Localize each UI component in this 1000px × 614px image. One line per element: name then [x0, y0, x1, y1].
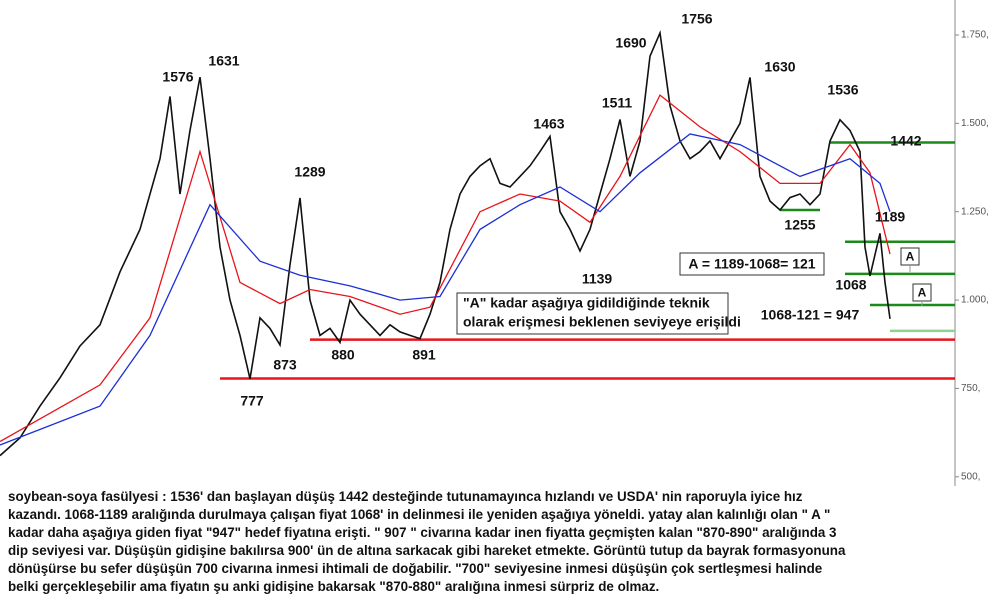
- annotation: 1756: [681, 11, 712, 27]
- caption-line: dip seviyesi var. Düşüşün gidişine bakıl…: [8, 543, 846, 558]
- box-label: A = 1189-1068= 121: [688, 256, 815, 272]
- y-tick-label: 1.500,: [961, 118, 989, 129]
- annotation: 1463: [533, 116, 564, 132]
- annotation: 1068-121 = 947: [761, 307, 860, 323]
- annotation: 1139: [582, 271, 613, 287]
- note-line: "A" kadar aşağıya gidildiğinde teknik: [463, 295, 710, 311]
- y-tick-label: 1.000,: [961, 295, 989, 306]
- y-tick-label: 1.750,: [961, 30, 989, 41]
- annotation: 1631: [208, 53, 239, 69]
- annotation: 891: [412, 347, 436, 363]
- annotation: 1189: [875, 209, 906, 225]
- box-label: A: [918, 286, 927, 300]
- annotation: 1255: [784, 217, 815, 233]
- annotation: 1289: [294, 164, 325, 180]
- annotation: 1690: [615, 35, 646, 51]
- y-tick-label: 500,: [961, 471, 980, 482]
- annotation: 1511: [602, 95, 633, 111]
- caption-line: belki gerçekleşebilir ama fiyatın şu ank…: [8, 579, 660, 594]
- price-line: [0, 29, 891, 457]
- caption-line: kadar daha aşağıya giden fiyat "947" hed…: [8, 525, 837, 540]
- annotation: 880: [331, 347, 355, 363]
- annotation: 1068: [835, 277, 866, 293]
- note-box: [456, 292, 729, 335]
- annotation: 1442: [890, 133, 921, 149]
- annotation: 1630: [764, 59, 795, 75]
- annotation: 777: [240, 393, 264, 409]
- annotation: 1576: [162, 69, 193, 85]
- annotation: 873: [273, 357, 297, 373]
- moving-average: [0, 94, 891, 443]
- chart: 500, 750, 1.000, 1.250, 1.500, 1.750, 1576 1631…: [0, 0, 989, 486]
- y-tick-label: 1.250,: [961, 206, 989, 217]
- note-line: olarak erişmesi beklenen seviyeye erişil…: [463, 314, 741, 330]
- caption: soybean-soya fasülyesi : 1536' dan başla…: [8, 488, 998, 596]
- moving-average: [0, 133, 891, 446]
- caption-line: kazandı. 1068-1189 aralığında durulmaya …: [8, 507, 831, 522]
- annotation-box: [679, 252, 825, 276]
- caption-line: soybean-soya fasülyesi : 1536' dan başla…: [8, 489, 803, 504]
- caption-line: dönüşürse bu sefer düşüşün 700 civarına …: [8, 561, 823, 576]
- annotation: 1536: [827, 82, 858, 98]
- y-tick-label: 750,: [961, 383, 980, 394]
- box-label: A: [906, 250, 915, 264]
